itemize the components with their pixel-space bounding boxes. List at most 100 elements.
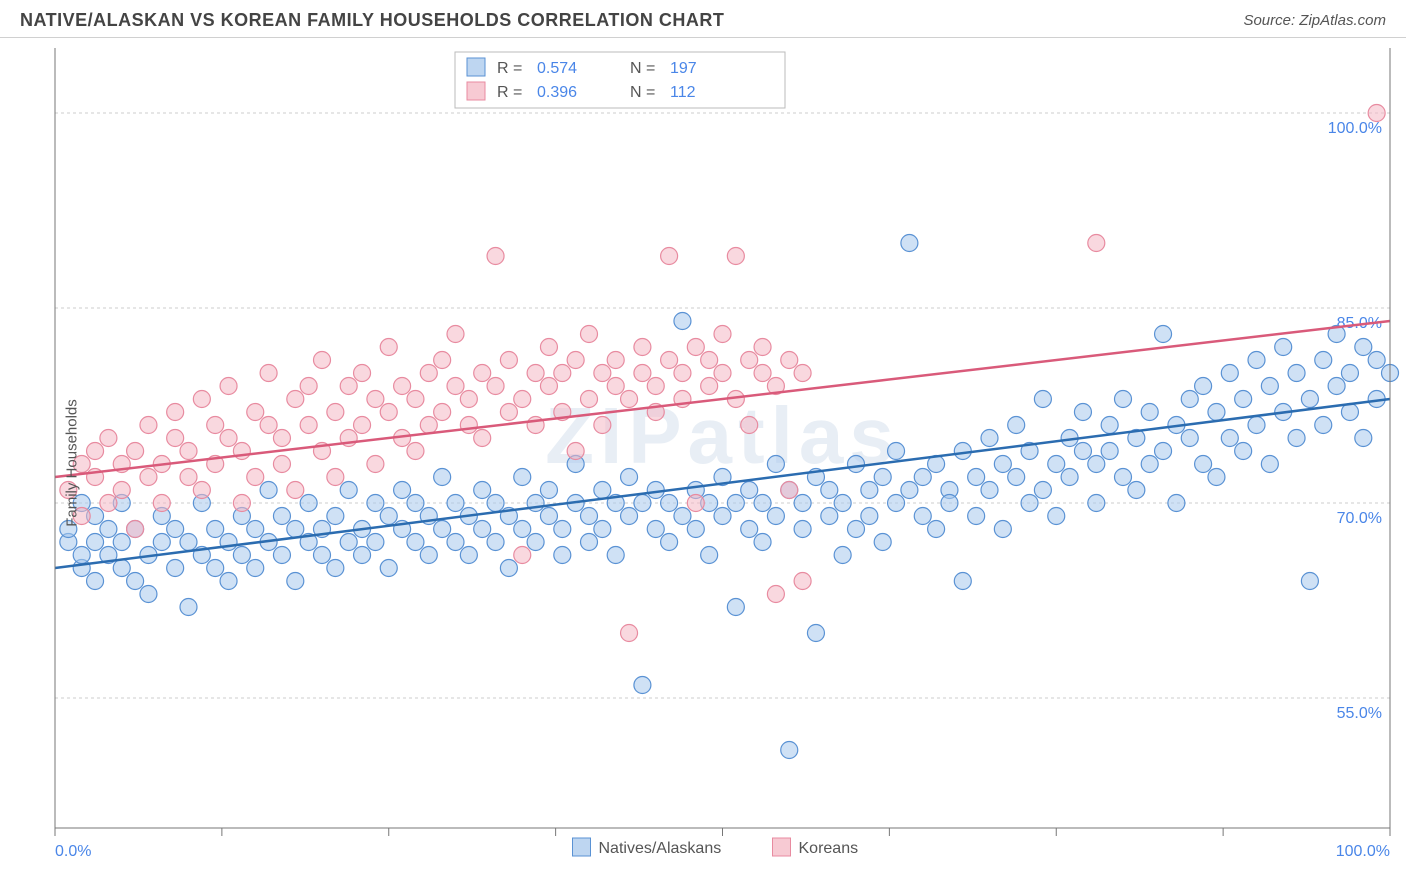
data-point xyxy=(207,417,224,434)
data-point xyxy=(100,430,117,447)
data-point xyxy=(233,495,250,512)
data-point xyxy=(1008,469,1025,486)
data-point xyxy=(581,326,598,343)
data-point xyxy=(354,417,371,434)
data-point xyxy=(621,391,638,408)
data-point xyxy=(1221,430,1238,447)
data-point xyxy=(407,534,424,551)
legend-n-label: N = xyxy=(630,60,655,77)
data-point xyxy=(340,482,357,499)
data-point xyxy=(367,495,384,512)
data-point xyxy=(193,482,210,499)
data-point xyxy=(1261,456,1278,473)
data-point xyxy=(741,521,758,538)
data-point xyxy=(287,573,304,590)
data-point xyxy=(1368,105,1385,122)
data-point xyxy=(434,404,451,421)
data-point xyxy=(607,352,624,369)
data-point xyxy=(540,339,557,356)
data-point xyxy=(113,534,130,551)
bottom-legend-swatch xyxy=(773,838,791,856)
data-point xyxy=(821,508,838,525)
data-point xyxy=(821,482,838,499)
data-point xyxy=(1261,378,1278,395)
data-point xyxy=(1128,482,1145,499)
data-point xyxy=(834,547,851,564)
data-point xyxy=(794,521,811,538)
data-point xyxy=(447,495,464,512)
data-point xyxy=(1155,443,1172,460)
data-point xyxy=(888,495,905,512)
data-point xyxy=(1288,365,1305,382)
data-point xyxy=(621,508,638,525)
data-point xyxy=(167,560,184,577)
data-point xyxy=(327,560,344,577)
data-point xyxy=(273,430,290,447)
data-point xyxy=(661,352,678,369)
data-point xyxy=(527,534,544,551)
x-tick-label: 100.0% xyxy=(1336,843,1390,860)
data-point xyxy=(754,365,771,382)
chart-source: Source: ZipAtlas.com xyxy=(1243,12,1386,29)
data-point xyxy=(874,534,891,551)
data-point xyxy=(1275,339,1292,356)
data-point xyxy=(73,547,90,564)
data-point xyxy=(447,534,464,551)
data-point xyxy=(233,547,250,564)
data-point xyxy=(487,248,504,265)
data-point xyxy=(140,417,157,434)
series-Natives/Alaskans xyxy=(60,235,1399,759)
bottom-legend-swatch xyxy=(573,838,591,856)
data-point xyxy=(687,521,704,538)
data-point xyxy=(661,495,678,512)
data-point xyxy=(153,534,170,551)
data-point xyxy=(567,352,584,369)
data-point xyxy=(861,508,878,525)
data-point xyxy=(207,521,224,538)
data-point xyxy=(554,521,571,538)
data-point xyxy=(287,521,304,538)
data-point xyxy=(1368,352,1385,369)
data-point xyxy=(1181,391,1198,408)
data-point xyxy=(113,482,130,499)
data-point xyxy=(807,625,824,642)
data-point xyxy=(500,352,517,369)
data-point xyxy=(273,456,290,473)
data-point xyxy=(994,521,1011,538)
legend-swatch xyxy=(467,82,485,100)
data-point xyxy=(514,391,531,408)
data-point xyxy=(1141,456,1158,473)
legend-r-label: R = xyxy=(497,84,522,101)
data-point xyxy=(167,521,184,538)
data-point xyxy=(901,482,918,499)
data-point xyxy=(954,573,971,590)
data-point xyxy=(581,534,598,551)
data-point xyxy=(380,404,397,421)
data-point xyxy=(1355,339,1372,356)
data-point xyxy=(1355,430,1372,447)
data-point xyxy=(1088,456,1105,473)
data-point xyxy=(968,508,985,525)
data-point xyxy=(153,495,170,512)
data-point xyxy=(540,378,557,395)
data-point xyxy=(687,339,704,356)
data-point xyxy=(781,742,798,759)
data-point xyxy=(1195,378,1212,395)
data-point xyxy=(1034,482,1051,499)
y-tick-label: 55.0% xyxy=(1337,705,1382,722)
data-point xyxy=(861,482,878,499)
scatter-chart: ZIPatlas55.0%70.0%85.0%100.0%0.0%100.0%R… xyxy=(0,38,1406,888)
data-point xyxy=(1008,417,1025,434)
data-point xyxy=(300,495,317,512)
data-point xyxy=(420,547,437,564)
data-point xyxy=(794,365,811,382)
data-point xyxy=(260,365,277,382)
data-point xyxy=(594,521,611,538)
data-point xyxy=(487,378,504,395)
data-point xyxy=(100,495,117,512)
data-point xyxy=(914,508,931,525)
data-point xyxy=(1328,378,1345,395)
data-point xyxy=(767,456,784,473)
data-point xyxy=(714,365,731,382)
data-point xyxy=(554,547,571,564)
